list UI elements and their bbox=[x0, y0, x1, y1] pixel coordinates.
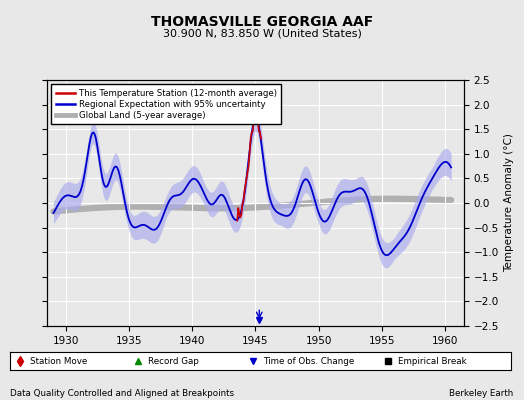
Y-axis label: Temperature Anomaly (°C): Temperature Anomaly (°C) bbox=[505, 134, 515, 272]
Text: Station Move: Station Move bbox=[30, 356, 88, 366]
Legend: This Temperature Station (12-month average), Regional Expectation with 95% uncer: This Temperature Station (12-month avera… bbox=[51, 84, 281, 124]
Text: 30.900 N, 83.850 W (United States): 30.900 N, 83.850 W (United States) bbox=[162, 28, 362, 38]
Text: Berkeley Earth: Berkeley Earth bbox=[449, 389, 514, 398]
Text: Empirical Break: Empirical Break bbox=[398, 356, 467, 366]
Text: Record Gap: Record Gap bbox=[148, 356, 199, 366]
Text: Data Quality Controlled and Aligned at Breakpoints: Data Quality Controlled and Aligned at B… bbox=[10, 389, 235, 398]
Text: Time of Obs. Change: Time of Obs. Change bbox=[263, 356, 354, 366]
Text: THOMASVILLE GEORGIA AAF: THOMASVILLE GEORGIA AAF bbox=[151, 15, 373, 29]
